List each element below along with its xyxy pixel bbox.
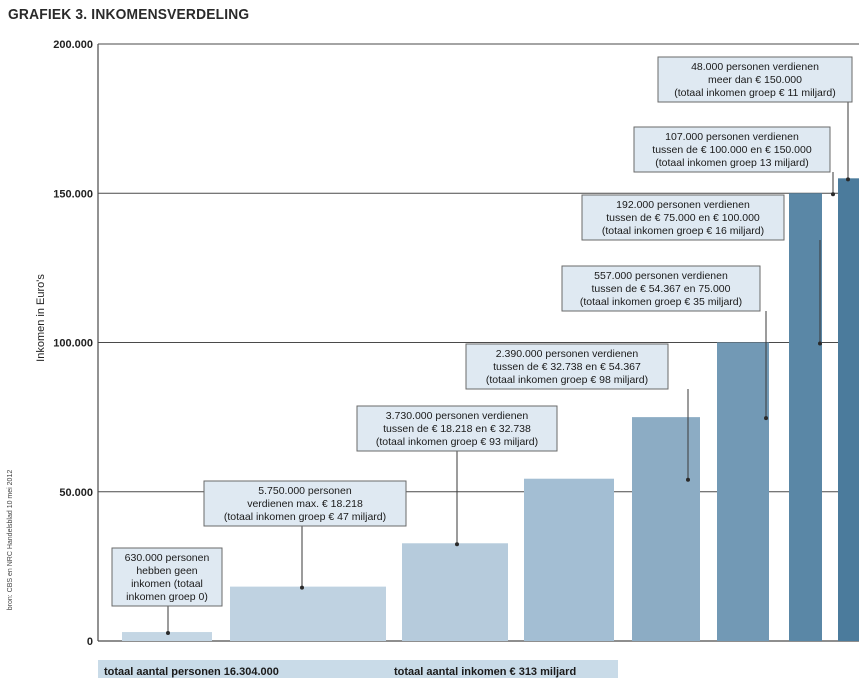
annotation-dot xyxy=(166,631,170,636)
annotation-dot xyxy=(455,542,459,547)
y-tick-label: 200.000 xyxy=(53,39,93,51)
annotation-line: tussen de € 32.738 en € 54.367 xyxy=(493,361,641,373)
bar-5 xyxy=(632,417,700,641)
annotation-dot xyxy=(686,477,690,482)
annotation-box xyxy=(581,194,785,241)
annotation-box xyxy=(356,405,558,452)
annotation-line: (totaal inkomen groep € 35 miljard) xyxy=(580,296,742,308)
y-tick-label: 100.000 xyxy=(53,338,93,350)
annotation-line: 3.730.000 personen verdienen xyxy=(386,410,529,422)
annotation-line: 48.000 personen verdienen xyxy=(691,61,819,73)
source-note: bron: CBS en NRC Handelsblad 10 mei 2012 xyxy=(7,470,14,611)
annotation-line: (totaal inkomen groep € 98 miljard) xyxy=(486,374,648,386)
annotation-line: (totaal inkomen groep € 93 miljard) xyxy=(376,436,538,448)
annotation-line: 630.000 personen xyxy=(125,552,210,564)
annotation-line: (totaal inkomen groep € 16 miljard) xyxy=(602,225,764,237)
footer-band xyxy=(98,660,618,678)
annotation-box xyxy=(111,547,223,607)
annotation-dot xyxy=(818,341,822,346)
bar-8 xyxy=(838,178,859,641)
annotation-line: inkomen (totaal xyxy=(131,578,203,590)
annotation-dot xyxy=(300,585,304,590)
annotation-line: tussen de € 100.000 en € 150.000 xyxy=(652,144,812,156)
annotation-line: hebben geen xyxy=(136,565,197,577)
y-tick-label: 50.000 xyxy=(59,487,93,499)
annotation-dot xyxy=(831,192,835,197)
annotation-line: 2.390.000 personen verdienen xyxy=(496,348,639,360)
annotation-line: tussen de € 75.000 en € 100.000 xyxy=(606,212,760,224)
chart-title: GRAFIEK 3. INKOMENSVERDELING xyxy=(8,6,250,23)
annotation-line: 557.000 personen verdienen xyxy=(594,270,728,282)
bar-6 xyxy=(717,342,769,641)
bar-7 xyxy=(789,193,822,641)
annotation-line: 107.000 personen verdienen xyxy=(665,131,799,143)
y-tick-label: 150.000 xyxy=(53,188,93,200)
footer-total-persons: totaal aantal personen 16.304.000 xyxy=(104,666,279,678)
bar-2 xyxy=(230,586,386,641)
y-tick-label: 0 xyxy=(87,636,93,648)
annotation-box xyxy=(465,343,669,390)
annotation-line: (totaal inkomen groep € 11 miljard) xyxy=(674,87,835,99)
annotation-line: inkomen groep 0) xyxy=(126,591,208,603)
annotation-line: (totaal inkomen groep 13 miljard) xyxy=(655,157,809,169)
bar-4 xyxy=(524,478,614,641)
bar-3 xyxy=(402,543,508,641)
annotation-dot xyxy=(764,416,768,421)
annotation-line: tussen de € 18.218 en € 32.738 xyxy=(383,423,531,435)
y-axis-label: Inkomen in Euro's xyxy=(35,274,47,362)
annotation-box xyxy=(633,126,831,173)
annotation-box xyxy=(203,480,407,527)
annotation-line: meer dan € 150.000 xyxy=(708,74,802,86)
annotation-line: verdienen max. € 18.218 xyxy=(247,498,363,510)
annotation-line: (totaal inkomen groep € 47 miljard) xyxy=(224,511,386,523)
bar-1 xyxy=(122,632,212,641)
annotation-line: tussen de € 54.367 en 75.000 xyxy=(592,283,731,295)
annotation-box xyxy=(561,265,761,312)
annotation-box xyxy=(657,56,853,103)
annotation-line: 192.000 personen verdienen xyxy=(616,199,750,211)
footer-total-income: totaal aantal inkomen € 313 miljard xyxy=(394,666,576,678)
annotation-dot xyxy=(846,177,850,182)
annotation-line: 5.750.000 personen xyxy=(258,485,352,497)
